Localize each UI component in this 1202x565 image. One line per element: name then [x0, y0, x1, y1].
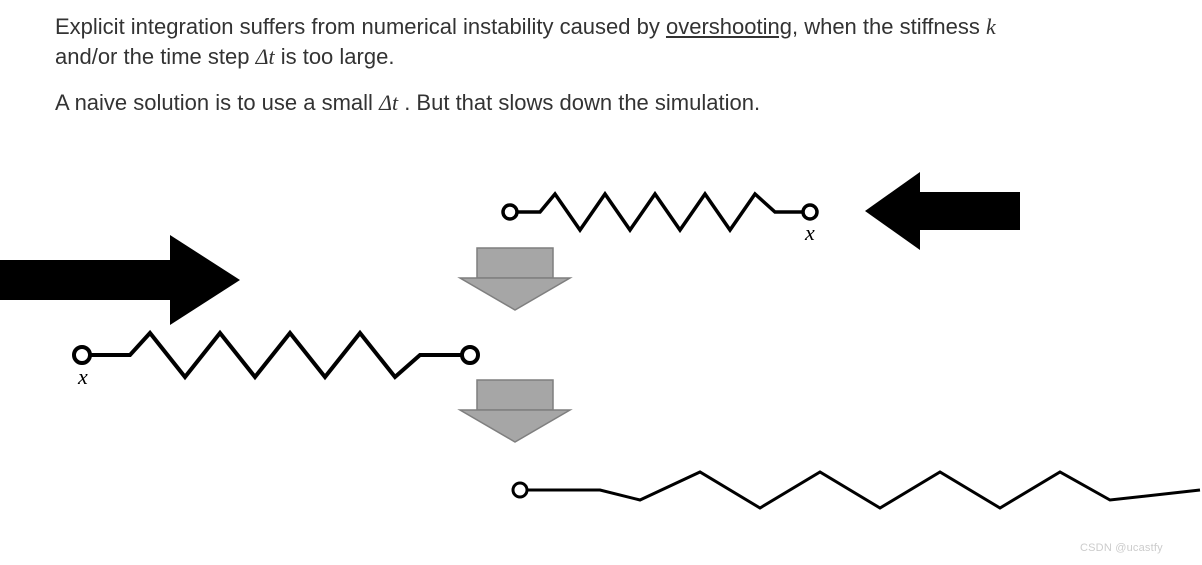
- label-x-top: x: [804, 220, 815, 245]
- diagram-svg: x x: [0, 0, 1202, 565]
- black-arrow-left: [865, 172, 1020, 250]
- spring-bottom: [513, 472, 1200, 508]
- p2-text-b: . But that slows down the simulation.: [398, 90, 760, 115]
- gray-arrow-down-2: [460, 380, 570, 442]
- paragraph-1: Explicit integration suffers from numeri…: [55, 12, 1055, 71]
- watermark: CSDN @ucastfy: [1080, 542, 1163, 554]
- p1-text-c: and/or the time step: [55, 44, 256, 69]
- gray-arrow-down-1: [460, 248, 570, 310]
- spring-top: [503, 194, 817, 230]
- paragraph-2: A naive solution is to use a small Δt . …: [55, 88, 1055, 118]
- black-arrow-right: [0, 235, 240, 325]
- p1-k: k: [986, 14, 996, 39]
- p1-text-d: is too large.: [275, 44, 395, 69]
- p2-text-a: A naive solution is to use a small: [55, 90, 379, 115]
- p2-dt: Δt: [379, 90, 398, 115]
- spring-middle: [74, 333, 478, 377]
- p1-text-a: Explicit integration suffers from numeri…: [55, 14, 666, 39]
- p1-text-b: , when the stiffness: [792, 14, 986, 39]
- p1-dt: Δt: [256, 44, 275, 69]
- label-x-middle: x: [77, 364, 88, 389]
- p1-underline: overshooting: [666, 14, 792, 39]
